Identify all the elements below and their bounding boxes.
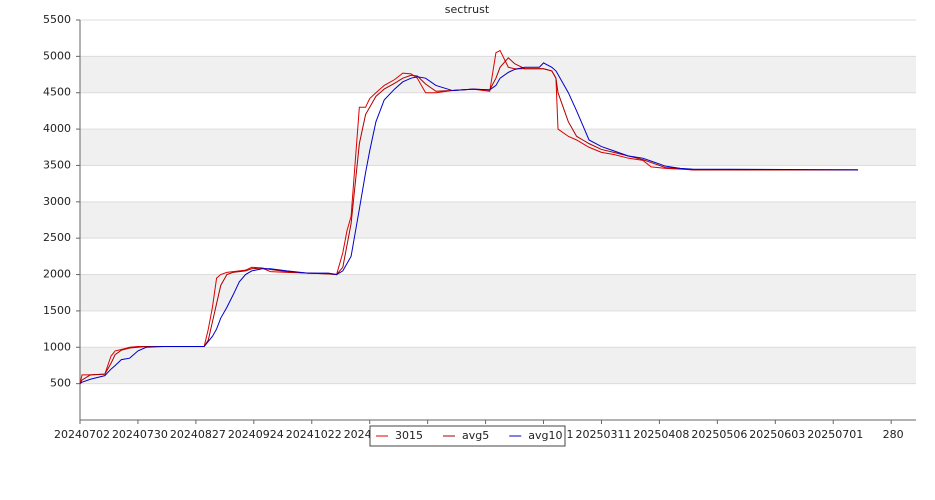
y-tick-label: 2000 [43,268,71,281]
y-tick-label: 3500 [43,158,71,171]
y-tick-label: 4500 [43,86,71,99]
x-tick-label: 280 [883,428,904,441]
x-tick-label: 20250506 [691,428,747,441]
series-line [79,62,859,385]
y-tick-label: 5000 [43,49,71,62]
grid-band [80,56,916,93]
legend: 3015 avg5 avg10 [369,425,566,447]
x-tick-label: 20250701 [807,428,863,441]
x-tick-label: 20240702 [54,428,110,441]
chart-title: sectrust [445,3,490,16]
y-tick-label: 1500 [43,304,71,317]
x-tick-label: 20250311 [575,428,631,441]
y-tick-label: 1000 [43,340,71,353]
x-tick-label: 20240730 [112,428,168,441]
x-tick-label: 20250408 [633,428,689,441]
x-tick-label: 20250603 [749,428,805,441]
grid-band [80,201,916,239]
y-tick-label: 4000 [43,122,71,135]
x-tick-label: 20241022 [286,428,342,441]
grid-band [80,129,916,166]
y-tick-label: 5500 [43,13,71,26]
legend-box [369,425,566,447]
y-tick-label: 500 [50,377,71,390]
y-tick-label: 2500 [43,231,71,244]
y-tick-label: 3000 [43,195,71,208]
x-tick-label: 20240924 [228,428,284,441]
x-tick-label: 20240827 [170,428,226,441]
legend-label: 3015 [395,429,423,442]
legend-label: avg10 [528,429,562,442]
legend-label: avg5 [462,429,489,442]
grid-band [80,347,916,384]
grid-band [80,274,916,311]
